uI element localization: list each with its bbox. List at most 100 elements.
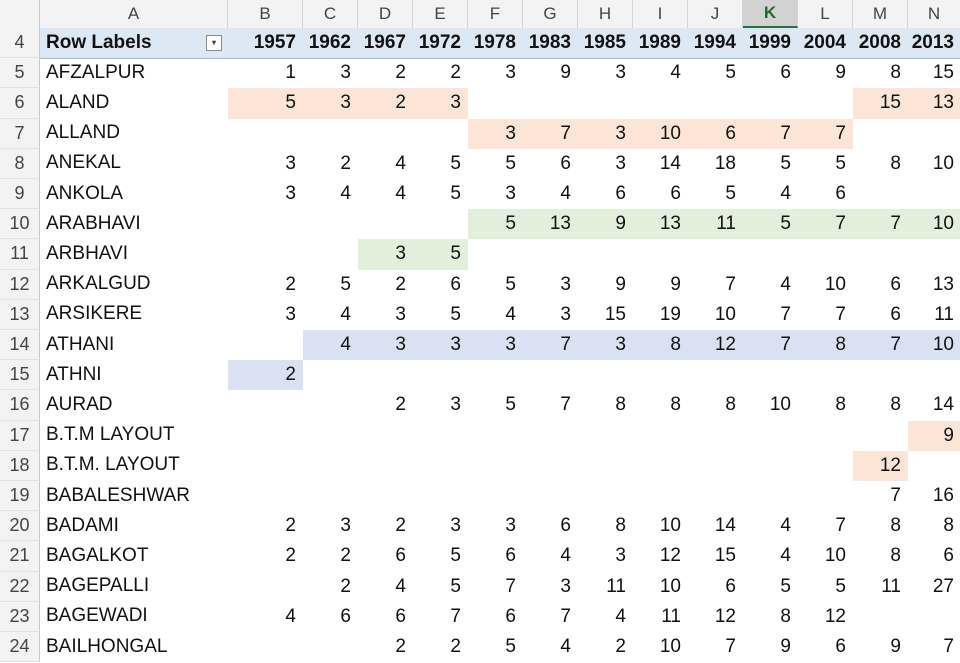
- value-cell[interactable]: 5: [450, 303, 461, 325]
- value-cell[interactable]: [228, 330, 303, 360]
- value-cell[interactable]: 2: [395, 62, 406, 84]
- value-cell[interactable]: 10: [908, 209, 960, 240]
- value-cell[interactable]: 10: [659, 636, 681, 658]
- value-cell[interactable]: 9: [615, 273, 626, 295]
- value-cell[interactable]: 4: [780, 273, 791, 295]
- value-cell[interactable]: 7: [560, 394, 571, 416]
- value-cell[interactable]: [523, 239, 578, 269]
- value-cell[interactable]: [303, 209, 358, 239]
- column-header-m[interactable]: M: [853, 0, 908, 28]
- value-cell[interactable]: [468, 88, 523, 118]
- value-cell[interactable]: 4: [340, 303, 351, 325]
- value-cell[interactable]: [413, 119, 468, 149]
- row-number[interactable]: 20: [0, 511, 40, 542]
- value-cell[interactable]: [303, 119, 358, 149]
- value-cell[interactable]: 11: [934, 303, 954, 325]
- row-label-cell[interactable]: ARKALGUD: [46, 273, 151, 295]
- value-cell[interactable]: [303, 451, 358, 481]
- row-label-cell[interactable]: BAGEWADI: [46, 605, 148, 627]
- row-label-cell[interactable]: BADAMI: [46, 514, 119, 536]
- value-cell[interactable]: 8: [615, 394, 626, 416]
- value-cell[interactable]: 3: [505, 183, 516, 205]
- column-header-c[interactable]: C: [303, 0, 358, 28]
- value-cell[interactable]: 4: [505, 303, 516, 325]
- row-label-cell[interactable]: ALAND: [46, 91, 110, 113]
- value-cell[interactable]: 7: [780, 303, 791, 325]
- value-cell[interactable]: [358, 481, 413, 511]
- value-cell[interactable]: 10: [932, 152, 954, 174]
- value-cell[interactable]: 8: [725, 394, 736, 416]
- value-cell[interactable]: 5: [228, 88, 303, 119]
- value-cell[interactable]: 7: [560, 605, 571, 627]
- value-cell[interactable]: 7: [743, 118, 798, 149]
- value-cell[interactable]: 2: [450, 636, 461, 658]
- row-number[interactable]: 11: [0, 239, 40, 270]
- row-number[interactable]: 14: [0, 330, 40, 361]
- value-cell[interactable]: 5: [505, 394, 516, 416]
- value-cell[interactable]: [633, 360, 688, 390]
- value-cell[interactable]: [853, 360, 908, 390]
- value-cell[interactable]: 13: [633, 209, 688, 240]
- row-number[interactable]: 19: [0, 481, 40, 512]
- value-cell[interactable]: [358, 360, 413, 390]
- value-cell[interactable]: [578, 421, 633, 451]
- value-cell[interactable]: 3: [560, 273, 571, 295]
- row-number[interactable]: 21: [0, 541, 40, 572]
- value-cell[interactable]: [908, 239, 960, 269]
- row-label-cell[interactable]: ALLAND: [46, 122, 120, 144]
- value-cell[interactable]: 9: [780, 636, 791, 658]
- value-cell[interactable]: 5: [835, 152, 846, 174]
- value-cell[interactable]: 3: [615, 152, 626, 174]
- row-label-cell[interactable]: ANEKAL: [46, 152, 121, 174]
- value-cell[interactable]: 4: [780, 183, 791, 205]
- value-cell[interactable]: 4: [395, 183, 406, 205]
- value-cell[interactable]: [798, 239, 853, 269]
- value-cell[interactable]: [633, 421, 688, 451]
- value-cell[interactable]: 12: [714, 605, 736, 627]
- value-cell[interactable]: [303, 390, 358, 420]
- value-cell[interactable]: 3: [505, 62, 516, 84]
- value-cell[interactable]: [853, 239, 908, 269]
- row-number[interactable]: 23: [0, 601, 40, 632]
- value-cell[interactable]: [743, 239, 798, 269]
- value-cell[interactable]: 10: [769, 394, 791, 416]
- row-number[interactable]: 13: [0, 299, 40, 330]
- value-cell[interactable]: 7: [853, 209, 908, 240]
- value-cell[interactable]: 9: [890, 636, 901, 658]
- value-cell[interactable]: 2: [285, 545, 296, 567]
- value-cell[interactable]: 10: [824, 273, 846, 295]
- row-label-cell[interactable]: AURAD: [46, 393, 113, 415]
- value-cell[interactable]: 6: [450, 273, 461, 295]
- value-cell[interactable]: 13: [932, 273, 954, 295]
- value-cell[interactable]: [523, 421, 578, 451]
- value-cell[interactable]: 6: [835, 183, 846, 205]
- value-cell[interactable]: 9: [908, 420, 960, 451]
- value-cell[interactable]: [798, 451, 853, 481]
- value-cell[interactable]: 4: [560, 636, 571, 658]
- value-cell[interactable]: 2: [450, 62, 461, 84]
- value-cell[interactable]: 2: [395, 636, 406, 658]
- value-cell[interactable]: [468, 421, 523, 451]
- row-label-cell[interactable]: ATHANI: [46, 333, 115, 355]
- value-cell[interactable]: [413, 451, 468, 481]
- value-cell[interactable]: 8: [890, 394, 901, 416]
- value-cell[interactable]: 3: [468, 118, 523, 149]
- value-cell[interactable]: 10: [659, 515, 681, 537]
- value-cell[interactable]: 7: [798, 209, 853, 240]
- value-cell[interactable]: 6: [670, 183, 681, 205]
- value-cell[interactable]: 15: [853, 88, 908, 119]
- value-cell[interactable]: [688, 239, 743, 269]
- value-cell[interactable]: [228, 390, 303, 420]
- value-cell[interactable]: [468, 360, 523, 390]
- value-cell[interactable]: 7: [725, 636, 736, 658]
- value-cell[interactable]: 3: [468, 330, 523, 361]
- value-cell[interactable]: 11: [688, 209, 743, 240]
- row-number[interactable]: 15: [0, 360, 40, 391]
- value-cell[interactable]: 11: [661, 605, 681, 627]
- value-cell[interactable]: 8: [943, 515, 954, 537]
- value-cell[interactable]: 8: [633, 330, 688, 361]
- value-cell[interactable]: 14: [714, 515, 736, 537]
- value-cell[interactable]: [523, 481, 578, 511]
- value-cell[interactable]: 5: [450, 183, 461, 205]
- column-header-e[interactable]: E: [413, 0, 468, 28]
